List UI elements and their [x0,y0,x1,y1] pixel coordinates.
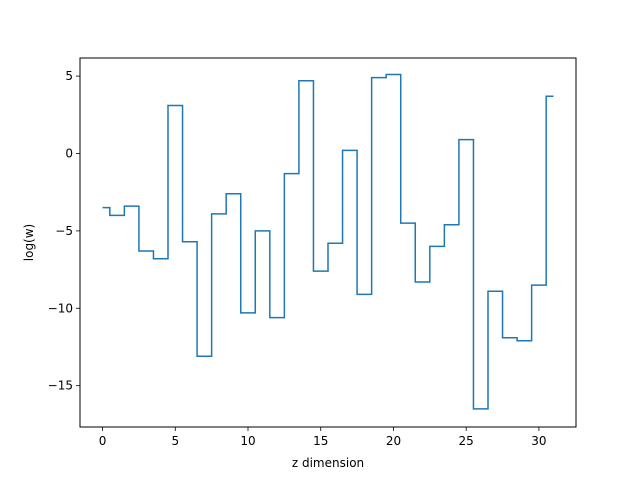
x-tick-label: 10 [240,434,255,448]
x-tick-label: 25 [459,434,474,448]
x-tick-label: 0 [99,434,107,448]
series-line-0 [102,73,554,410]
plot-frame [79,57,577,428]
x-tick-label: 5 [171,434,179,448]
series-layer [102,73,554,410]
x-tick-label: 20 [386,434,401,448]
y-axis-ticks: −15 −10 −5 0 5 [48,69,80,393]
y-tick-label: −15 [48,379,73,393]
y-tick-label: 5 [65,69,73,83]
x-axis-ticks: 0 5 10 15 20 25 30 [99,427,547,448]
y-tick-label: −5 [55,224,73,238]
x-axis-label: z dimension [292,456,364,470]
y-axis-label: log(w) [22,224,36,261]
x-tick-label: 15 [313,434,328,448]
y-tick-label: 0 [65,147,73,161]
x-tick-label: 30 [531,434,546,448]
y-tick-label: −10 [48,301,73,315]
